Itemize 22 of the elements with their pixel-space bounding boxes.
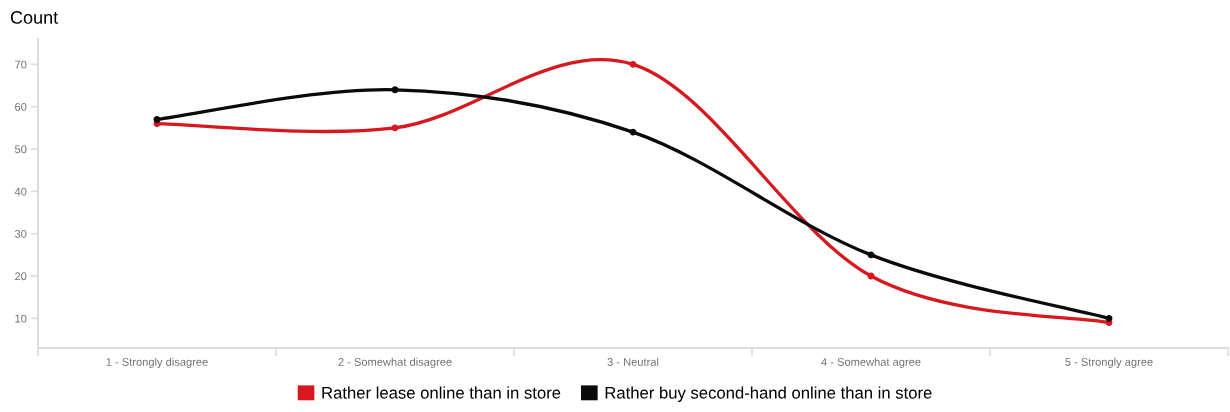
y-tick-label: 70: [15, 60, 27, 69]
point: [391, 124, 399, 132]
x-tick-label: 2 - Somewhat disagree: [338, 357, 452, 369]
y-tick-label: 20: [15, 272, 27, 281]
point: [867, 251, 875, 259]
y-axis-title: Count: [10, 11, 59, 24]
point: [629, 60, 637, 68]
point: [629, 128, 637, 136]
point: [153, 115, 161, 123]
x-tick-label: 4 - Somewhat agree: [821, 357, 921, 369]
x-tick-label: 3 - Neutral: [607, 357, 659, 366]
legend-label: Rather buy second-hand online than in store: [605, 386, 932, 402]
y-tick-label: 40: [14, 187, 27, 196]
point: [391, 86, 399, 94]
point: [1105, 314, 1113, 322]
x-tick-label: 1 - Strongly disagree: [106, 357, 208, 369]
y-tick-label: 60: [15, 102, 27, 111]
y-tick-label: 30: [14, 229, 27, 238]
y-tick-label: 50: [14, 145, 27, 154]
legend-label: Rather lease online than in store: [322, 386, 561, 399]
y-tick-label: 10: [15, 314, 27, 323]
x-tick-label: 5 - Strongly agree: [1065, 357, 1153, 369]
